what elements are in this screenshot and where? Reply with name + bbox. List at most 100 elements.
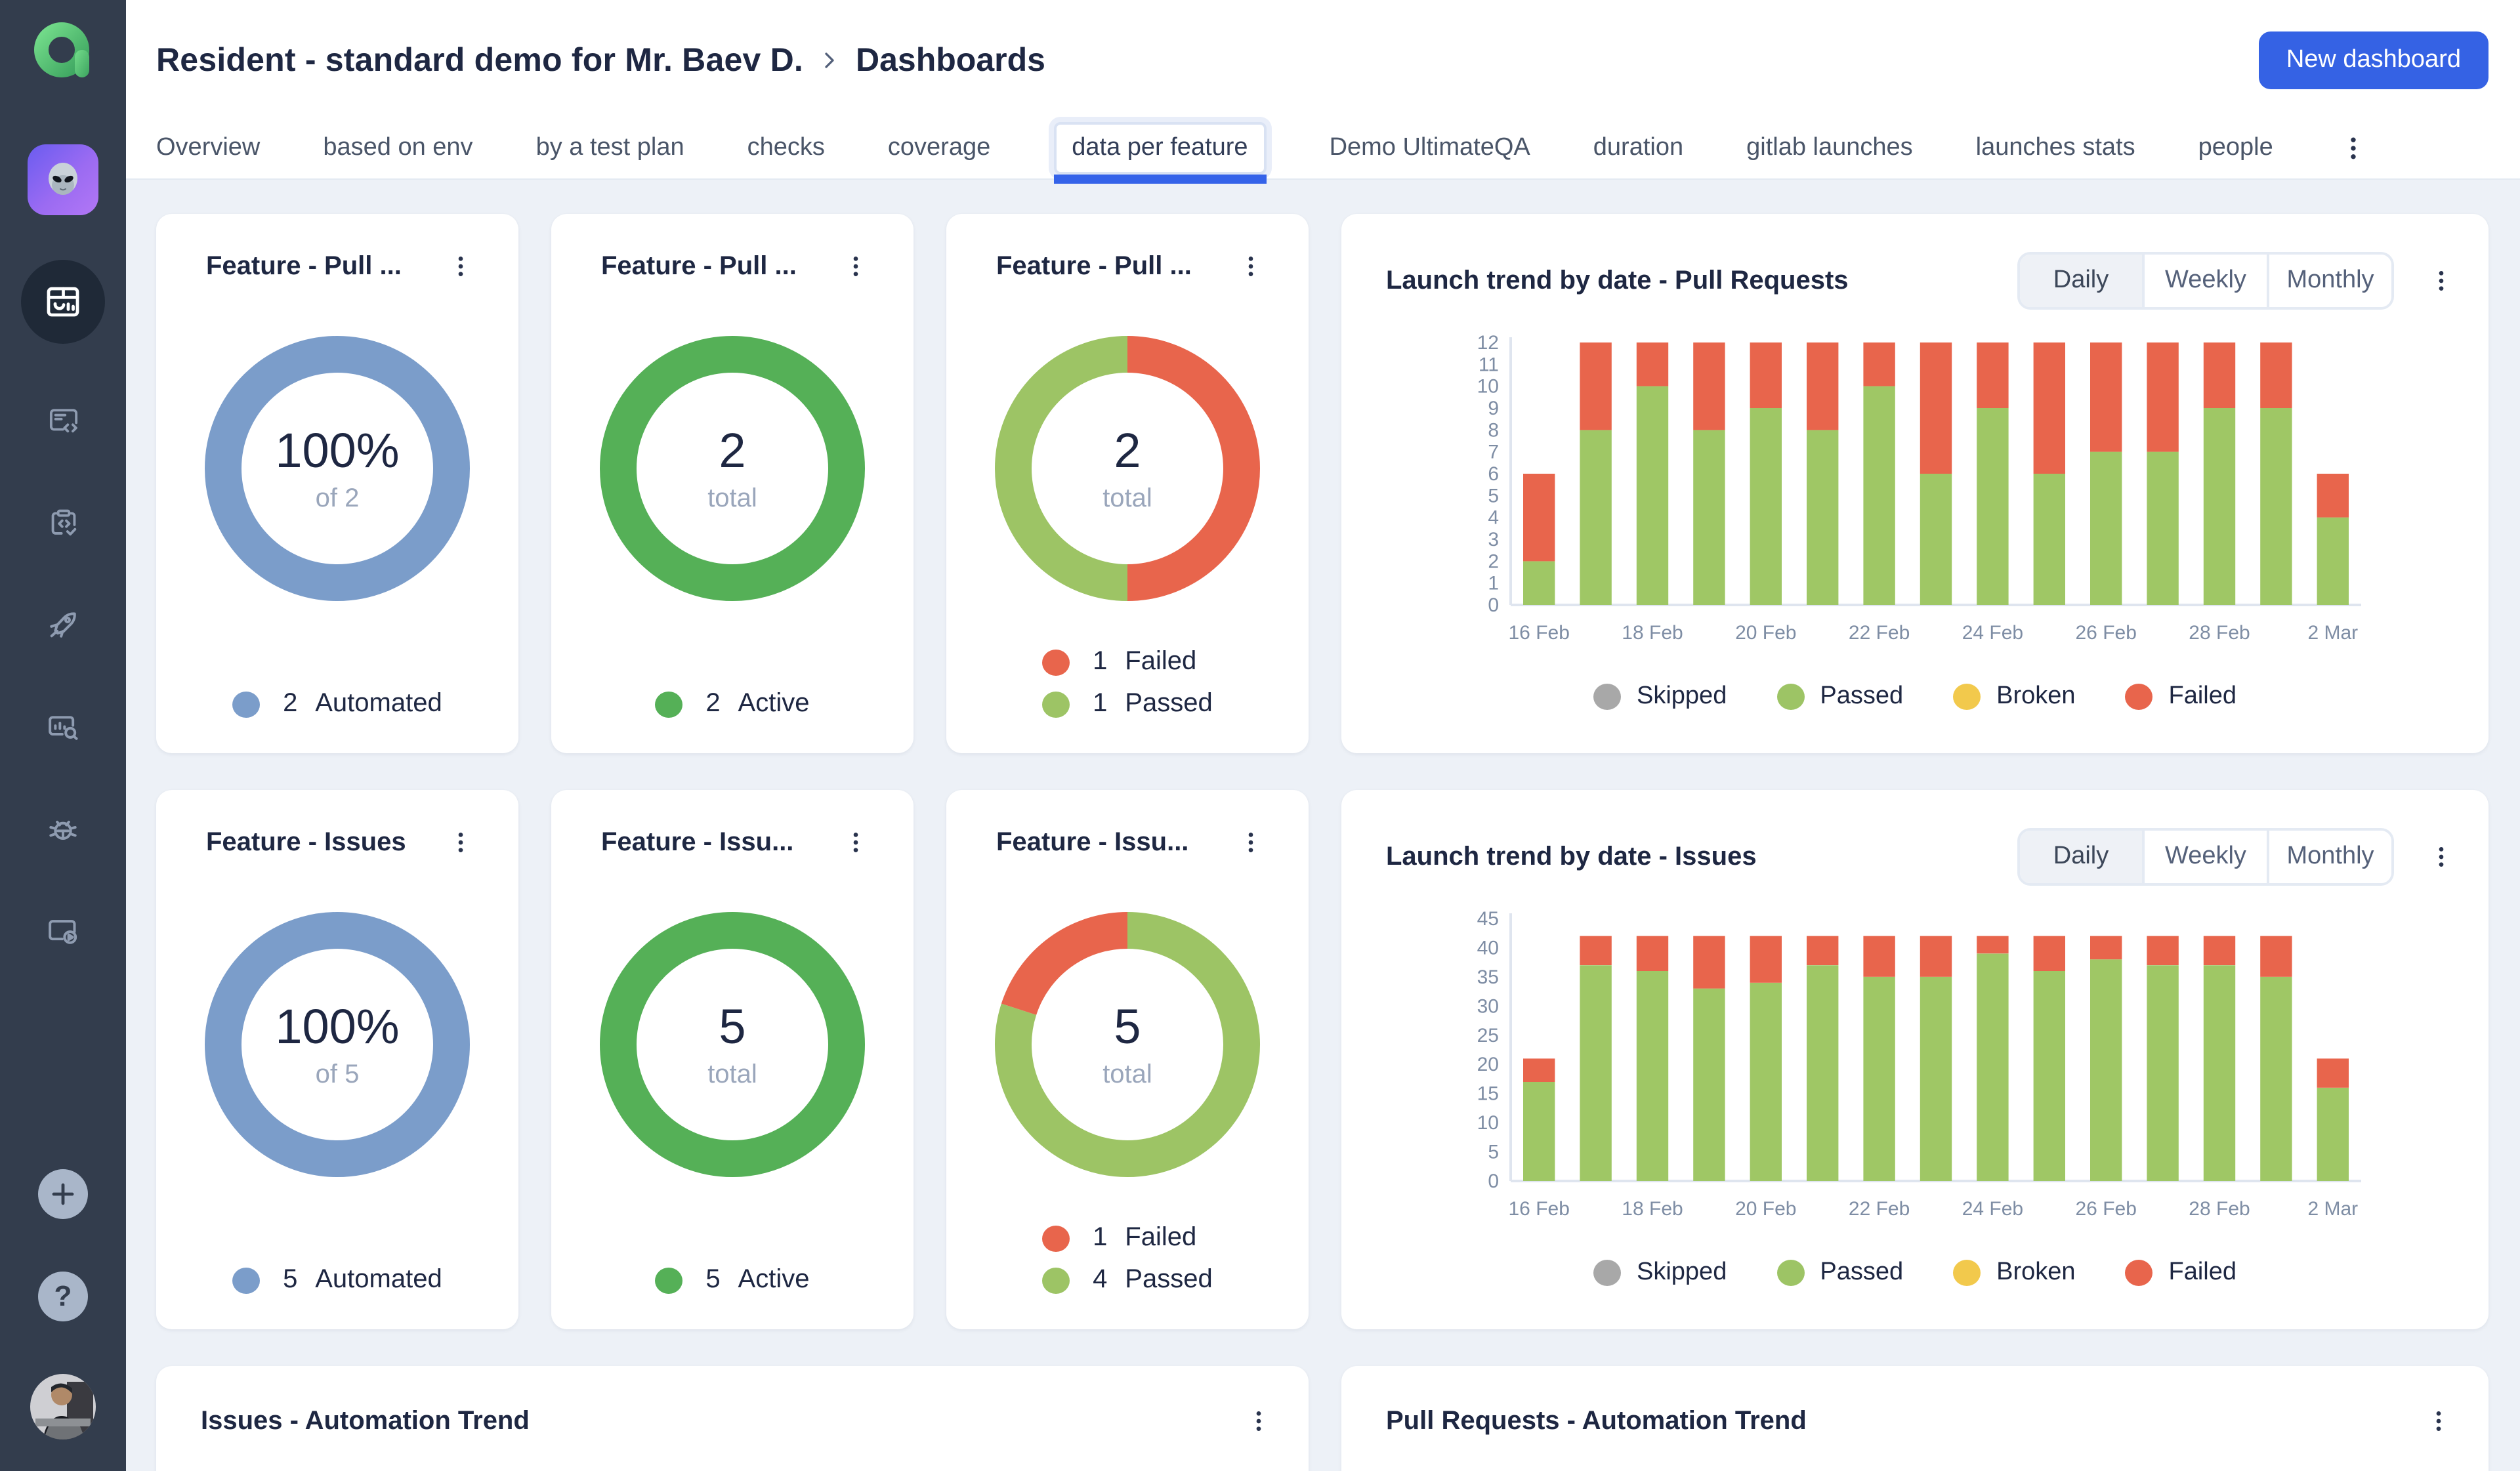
- dashboard-tabs: Overview based on env by a test plan checks…: [156, 118, 2488, 184]
- legend-item[interactable]: 1 Passed: [1042, 689, 1213, 719]
- legend-label: Broken: [1996, 1258, 2076, 1286]
- breadcrumb-current: Dashboards: [856, 41, 1045, 78]
- card-menu-button[interactable]: [2420, 1403, 2457, 1440]
- tab-launches-stats[interactable]: launches stats: [1975, 134, 2135, 161]
- trend-period-toggle: Daily Weekly Monthly: [2017, 828, 2394, 886]
- svg-text:15: 15: [1477, 1083, 1499, 1105]
- donut-chart-pr-status: 2 total: [978, 319, 1277, 618]
- card-legend: 1 Failed 1 Passed: [1042, 647, 1213, 719]
- legend-item[interactable]: 2 Active: [655, 689, 809, 719]
- donut-value: 5: [1114, 999, 1141, 1053]
- kebab-icon: [2439, 271, 2444, 291]
- legend-item[interactable]: 4 Passed: [1042, 1265, 1213, 1295]
- card-issues-automation: Feature - Issues 100% of 5: [156, 790, 518, 1329]
- legend-item-broken[interactable]: Broken: [1953, 1258, 2076, 1287]
- new-dashboard-button[interactable]: New dashboard: [2258, 31, 2488, 89]
- bar-chart-issues-trend: 0 5 10 15 20 25 30 35 40 45 16 Feb 18 Feb 20 Feb 22 F…: [1456, 905, 2374, 1240]
- legend-item-failed[interactable]: Failed: [2125, 682, 2236, 711]
- sidebar-item-test-plans[interactable]: [37, 496, 89, 549]
- card-menu-button[interactable]: [2423, 839, 2460, 875]
- legend-dot: [1042, 691, 1070, 717]
- sidebar-item-jobs[interactable]: [37, 905, 89, 958]
- sidebar-item-test-cases[interactable]: [37, 394, 89, 446]
- tab-overview[interactable]: Overview: [156, 134, 261, 161]
- svg-text:28 Feb: 28 Feb: [2189, 1198, 2250, 1220]
- legend-item[interactable]: 1 Failed: [1042, 1223, 1212, 1253]
- legend-dot: [1953, 684, 1981, 710]
- card-menu-button[interactable]: [2423, 262, 2460, 299]
- card-title: Feature - Issu...: [601, 827, 794, 856]
- svg-text:5: 5: [1488, 485, 1499, 507]
- toggle-monthly[interactable]: Monthly: [2267, 255, 2391, 307]
- card-legend: 5 Active: [655, 1265, 809, 1295]
- project-avatar[interactable]: [28, 144, 98, 215]
- chart-title: Launch trend by date - Pull Requests: [1386, 266, 1849, 295]
- test-cases-icon: [49, 408, 77, 432]
- card-menu-button[interactable]: [1232, 824, 1269, 861]
- svg-text:6: 6: [1488, 463, 1499, 485]
- tabs-overflow-button[interactable]: [2339, 134, 2368, 163]
- tab-gitlab-launches[interactable]: gitlab launches: [1746, 134, 1913, 161]
- card-menu-button[interactable]: [442, 248, 479, 285]
- card-menu-button[interactable]: [1232, 248, 1269, 285]
- toggle-daily[interactable]: Daily: [2020, 255, 2142, 307]
- card-menu-button[interactable]: [837, 248, 874, 285]
- toggle-weekly[interactable]: Weekly: [2142, 831, 2267, 883]
- legend-item-passed[interactable]: Passed: [1776, 682, 1903, 711]
- tab-coverage[interactable]: coverage: [887, 134, 991, 161]
- svg-text:24 Feb: 24 Feb: [1962, 622, 2023, 644]
- sidebar: ?: [0, 0, 126, 1471]
- legend-label: Passed: [1125, 689, 1213, 718]
- card-title: Pull Requests - Automation Trend: [1386, 1406, 1807, 1435]
- donut-sublabel: total: [707, 484, 757, 512]
- help-button[interactable]: ?: [38, 1272, 88, 1321]
- legend-item[interactable]: 5 Automated: [232, 1265, 442, 1295]
- sidebar-item-dashboards[interactable]: [21, 260, 105, 344]
- legend-item[interactable]: 1 Failed: [1042, 647, 1212, 677]
- sidebar-item-analytics[interactable]: [37, 701, 89, 753]
- toggle-weekly[interactable]: Weekly: [2142, 255, 2267, 307]
- svg-text:2: 2: [1488, 550, 1499, 572]
- launches-icon: [50, 612, 76, 638]
- card-pr-active: Feature - Pull ... 2 total: [551, 214, 914, 753]
- tab-demo-ultimateqa[interactable]: Demo UltimateQA: [1329, 134, 1530, 161]
- legend-dot: [2125, 684, 2153, 710]
- kebab-icon: [2439, 847, 2444, 867]
- kebab-icon: [1256, 1411, 1261, 1431]
- legend-item-skipped[interactable]: Skipped: [1593, 682, 1727, 711]
- card-menu-button[interactable]: [837, 824, 874, 861]
- card-menu-button[interactable]: [1240, 1403, 1277, 1440]
- breadcrumb-chevron-icon: [816, 47, 843, 73]
- user-avatar[interactable]: [30, 1374, 96, 1440]
- card-menu-button[interactable]: [442, 824, 479, 861]
- allure-logo[interactable]: [29, 18, 97, 87]
- add-project-button[interactable]: [38, 1169, 88, 1219]
- toggle-monthly[interactable]: Monthly: [2267, 831, 2391, 883]
- legend-dot: [655, 1267, 683, 1293]
- svg-text:8: 8: [1488, 419, 1499, 441]
- chart-legend: Skipped Passed Broken Failed: [1341, 682, 2488, 711]
- svg-text:35: 35: [1477, 966, 1499, 988]
- legend-item-failed[interactable]: Failed: [2125, 1258, 2236, 1287]
- kebab-icon: [458, 257, 463, 276]
- legend-item-passed[interactable]: Passed: [1776, 1258, 1903, 1287]
- legend-item[interactable]: 2 Automated: [232, 689, 442, 719]
- svg-text:20 Feb: 20 Feb: [1735, 622, 1796, 644]
- tab-people[interactable]: people: [2198, 134, 2273, 161]
- legend-item-skipped[interactable]: Skipped: [1593, 1258, 1727, 1287]
- legend-item[interactable]: 5 Active: [655, 1265, 809, 1295]
- sidebar-item-launches[interactable]: [37, 598, 89, 651]
- svg-text:45: 45: [1477, 908, 1499, 930]
- legend-item-broken[interactable]: Broken: [1953, 682, 2076, 711]
- tab-data-per-feature[interactable]: data per feature: [1053, 122, 1267, 184]
- card-pr-status: Feature - Pull ... 2 total: [946, 214, 1309, 753]
- sidebar-item-defects[interactable]: [37, 803, 89, 856]
- tab-checks[interactable]: checks: [747, 134, 825, 161]
- legend-label: Passed: [1125, 1265, 1213, 1294]
- kebab-icon: [2436, 1411, 2441, 1431]
- tab-based-on-env[interactable]: based on env: [323, 134, 473, 161]
- tab-duration[interactable]: duration: [1593, 134, 1684, 161]
- tab-by-a-test-plan[interactable]: by a test plan: [536, 134, 684, 161]
- svg-text:2 Mar: 2 Mar: [2307, 1198, 2358, 1220]
- toggle-daily[interactable]: Daily: [2020, 831, 2142, 883]
